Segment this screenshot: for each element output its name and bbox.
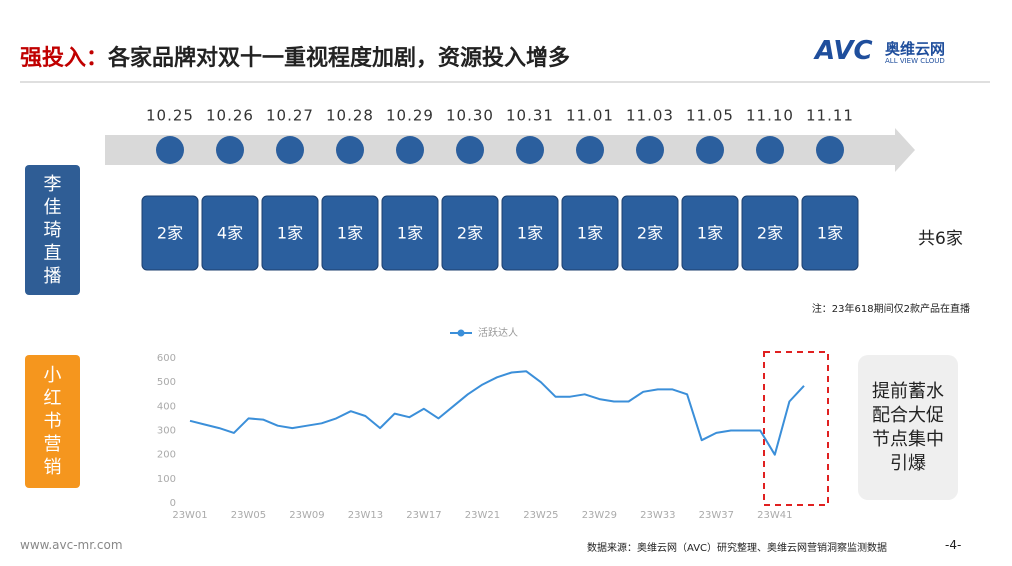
count-box: [441, 195, 499, 271]
count-label: 1家: [817, 224, 843, 243]
timeline-date: 10.29: [386, 107, 434, 125]
timeline-date: 10.30: [446, 107, 494, 125]
highlight-box: [763, 351, 829, 506]
count-box: [501, 195, 559, 271]
count-label: 1家: [277, 224, 303, 243]
row-label: 李佳琦直播: [25, 165, 80, 295]
timeline-date: 10.28: [326, 107, 374, 125]
count-box: [681, 195, 739, 271]
timeline-date: 10.25: [146, 107, 194, 125]
x-tick-label: 23W37: [699, 510, 734, 521]
count-label: 1家: [577, 224, 603, 243]
timeline-dot: [636, 136, 664, 164]
x-tick-label: 23W01: [172, 510, 207, 521]
y-tick-label: 300: [157, 426, 176, 437]
legend-label: 活跃达人: [478, 327, 518, 339]
timeline-date: 11.05: [686, 107, 734, 125]
y-tick-label: 400: [157, 401, 176, 412]
logo-en: ALL VIEW CLOUD: [885, 57, 945, 65]
count-box: [321, 195, 379, 271]
logo: AVC: [815, 36, 873, 66]
timeline-dot: [696, 136, 724, 164]
row-label-text: 李佳琦直播: [43, 173, 62, 287]
count-label: 1家: [397, 224, 423, 243]
timeline-dot: [156, 136, 184, 164]
x-tick-label: 23W25: [523, 510, 558, 521]
count-label: 2家: [757, 224, 783, 243]
y-tick-label: 500: [157, 377, 176, 388]
timeline-date: 11.03: [626, 107, 674, 125]
timeline-date: 11.11: [806, 107, 854, 125]
page-number: -4-: [945, 538, 962, 552]
row-label: 小红书营销: [25, 355, 80, 488]
callout-box: 提前蓄水配合大促节点集中引爆: [858, 355, 958, 500]
count-box: [141, 195, 199, 271]
count-box: [801, 195, 859, 271]
x-tick-label: 23W41: [757, 510, 792, 521]
y-tick-label: 0: [170, 498, 176, 509]
callout: 提前蓄水配合大促节点集中引爆: [872, 380, 944, 474]
title-prefix: 强投入：: [20, 46, 109, 71]
count-box: [621, 195, 679, 271]
count-box: [561, 195, 619, 271]
timeline-date: 10.31: [506, 107, 554, 125]
x-tick-label: 23W05: [231, 510, 266, 521]
y-tick-label: 100: [157, 474, 176, 485]
timeline-dot: [276, 136, 304, 164]
timeline-dot: [396, 136, 424, 164]
footer-site: www.avc-mr.com: [20, 538, 123, 552]
count-box: [381, 195, 439, 271]
x-tick-label: 23W29: [582, 510, 617, 521]
timeline-dot: [576, 136, 604, 164]
x-tick-label: 23W33: [640, 510, 675, 521]
timeline-dot: [216, 136, 244, 164]
line-series: [189, 370, 805, 456]
y-tick-label: 200: [157, 450, 176, 461]
count-label: 1家: [517, 224, 543, 243]
count-label: 2家: [157, 224, 183, 243]
y-tick-label: 600: [157, 353, 176, 364]
timeline-date: 11.10: [746, 107, 794, 125]
timeline-dot: [756, 136, 784, 164]
timeline-dot: [816, 136, 844, 164]
x-tick-label: 23W13: [348, 510, 383, 521]
count-box: [741, 195, 799, 271]
total: 共6家: [918, 229, 963, 249]
logo-cn: 奥维云网: [885, 40, 946, 58]
x-tick-label: 23W17: [406, 510, 441, 521]
x-tick-label: 23W09: [289, 510, 324, 521]
row-label-text: 小红书营销: [43, 365, 62, 478]
count-label: 2家: [457, 224, 483, 243]
note: 注：23年618期间仅2款产品在直播: [811, 304, 970, 315]
timeline-date: 10.26: [206, 107, 254, 125]
count-box: [261, 195, 319, 271]
count-label: 2家: [637, 224, 663, 243]
title: 强投入：各家品牌对双十一重视程度加剧，资源投入增多: [20, 40, 570, 72]
timeline-date: 10.27: [266, 107, 314, 125]
footer-source: 数据来源：奥维云网（AVC）研究整理、奥维云网营销洞察监测数据: [587, 543, 888, 554]
legend-dot: [457, 329, 465, 337]
count-label: 1家: [697, 224, 723, 243]
x-tick-label: 23W21: [465, 510, 500, 521]
count-box: [201, 195, 259, 271]
timeline-dot: [336, 136, 364, 164]
timeline-dot: [516, 136, 544, 164]
count-label: 1家: [337, 224, 363, 243]
count-label: 4家: [217, 224, 243, 243]
timeline-date: 11.01: [566, 107, 614, 125]
title-text: 各家品牌对双十一重视程度加剧，资源投入增多: [108, 46, 571, 71]
timeline-dot: [456, 136, 484, 164]
